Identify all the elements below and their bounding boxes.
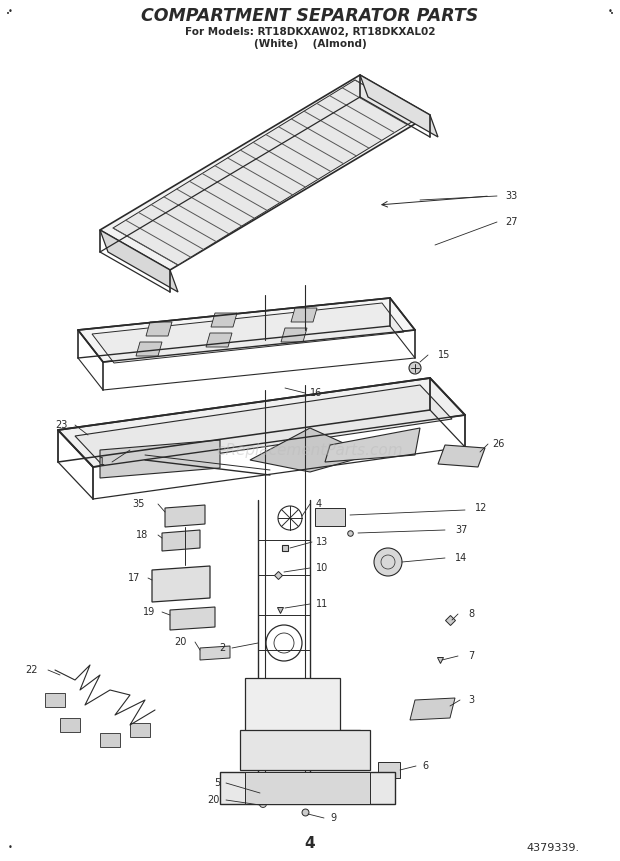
Text: 23: 23 bbox=[56, 420, 68, 430]
Polygon shape bbox=[200, 646, 230, 660]
Text: 20: 20 bbox=[208, 795, 220, 805]
Text: 10: 10 bbox=[316, 563, 328, 573]
Polygon shape bbox=[211, 313, 237, 327]
Circle shape bbox=[260, 801, 267, 808]
Text: COMPARTMENT SEPARATOR PARTS: COMPARTMENT SEPARATOR PARTS bbox=[141, 7, 479, 25]
Text: 3: 3 bbox=[468, 695, 474, 705]
Text: (White)    (Almond): (White) (Almond) bbox=[254, 39, 366, 49]
Text: 9: 9 bbox=[330, 813, 336, 823]
Text: 20: 20 bbox=[175, 637, 187, 647]
Bar bbox=[100, 733, 120, 747]
Polygon shape bbox=[100, 75, 430, 270]
Bar bbox=[130, 723, 150, 737]
Text: 18: 18 bbox=[136, 530, 148, 540]
Text: 7: 7 bbox=[468, 651, 474, 661]
Circle shape bbox=[409, 362, 421, 374]
Text: 17: 17 bbox=[128, 573, 140, 583]
Text: •: • bbox=[7, 8, 12, 16]
Text: •: • bbox=[608, 8, 613, 16]
Polygon shape bbox=[146, 322, 172, 336]
Text: 22: 22 bbox=[25, 665, 38, 675]
Text: •: • bbox=[610, 11, 614, 17]
Text: 13: 13 bbox=[316, 537, 328, 547]
Circle shape bbox=[260, 786, 267, 794]
Text: 19: 19 bbox=[143, 607, 155, 617]
Text: 1: 1 bbox=[99, 457, 105, 467]
Polygon shape bbox=[281, 328, 307, 342]
Text: 6: 6 bbox=[422, 761, 428, 771]
Bar bbox=[158, 578, 168, 586]
Circle shape bbox=[259, 791, 267, 799]
Text: 27: 27 bbox=[505, 217, 518, 227]
Circle shape bbox=[336, 791, 344, 799]
Text: 8: 8 bbox=[468, 609, 474, 619]
Polygon shape bbox=[325, 428, 420, 462]
Text: 11: 11 bbox=[316, 599, 328, 609]
Polygon shape bbox=[75, 385, 452, 470]
Polygon shape bbox=[78, 298, 415, 362]
Polygon shape bbox=[136, 342, 162, 356]
Text: 4: 4 bbox=[316, 499, 322, 509]
Circle shape bbox=[301, 793, 309, 801]
Polygon shape bbox=[240, 730, 370, 770]
Text: For Models: RT18DKXAW02, RT18DKXAL02: For Models: RT18DKXAW02, RT18DKXAL02 bbox=[185, 27, 435, 37]
Text: 26: 26 bbox=[492, 439, 505, 449]
Polygon shape bbox=[100, 440, 220, 478]
Bar bbox=[60, 718, 80, 732]
Bar bbox=[45, 693, 65, 707]
Text: 2: 2 bbox=[219, 643, 226, 653]
Polygon shape bbox=[165, 505, 205, 527]
Text: 37: 37 bbox=[455, 525, 467, 535]
Bar bbox=[186, 578, 196, 586]
Bar bbox=[378, 762, 400, 778]
Polygon shape bbox=[245, 772, 370, 804]
Circle shape bbox=[374, 548, 402, 576]
Polygon shape bbox=[291, 308, 317, 322]
Text: eReplacementParts.com: eReplacementParts.com bbox=[216, 443, 404, 457]
Polygon shape bbox=[245, 678, 360, 760]
Text: 33: 33 bbox=[505, 191, 517, 201]
Polygon shape bbox=[438, 445, 485, 467]
Polygon shape bbox=[100, 230, 178, 292]
Polygon shape bbox=[92, 303, 404, 363]
Text: 4379339.: 4379339. bbox=[527, 843, 580, 853]
Polygon shape bbox=[220, 772, 395, 804]
Polygon shape bbox=[206, 333, 232, 347]
Polygon shape bbox=[162, 530, 200, 551]
Text: •: • bbox=[6, 11, 10, 17]
Text: 12: 12 bbox=[475, 503, 487, 513]
Polygon shape bbox=[58, 378, 465, 467]
Text: •: • bbox=[7, 844, 12, 852]
Text: 4: 4 bbox=[304, 837, 316, 852]
Text: 15: 15 bbox=[438, 350, 450, 360]
Text: 5: 5 bbox=[214, 778, 220, 788]
Text: 16: 16 bbox=[310, 388, 322, 398]
Polygon shape bbox=[360, 75, 438, 137]
Text: 35: 35 bbox=[133, 499, 145, 509]
Polygon shape bbox=[152, 566, 210, 602]
Polygon shape bbox=[170, 607, 215, 630]
Polygon shape bbox=[113, 80, 420, 265]
Bar bbox=[172, 578, 182, 586]
Bar bbox=[315, 508, 345, 526]
Text: 14: 14 bbox=[455, 553, 467, 563]
Polygon shape bbox=[250, 428, 370, 472]
Polygon shape bbox=[410, 698, 455, 720]
